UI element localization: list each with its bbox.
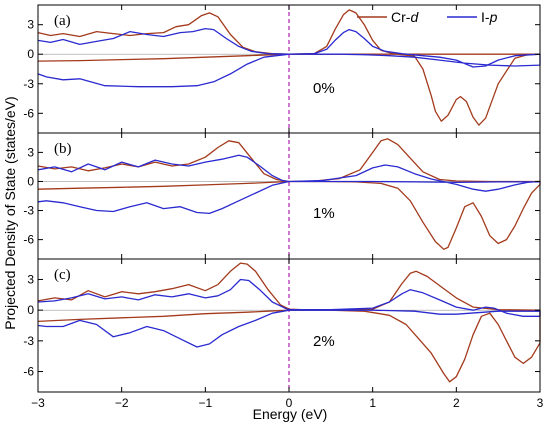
y-tick-label: -3 <box>23 204 34 218</box>
y-tick-label: 0 <box>27 303 34 317</box>
legend-label-cr-d: Cr-d <box>391 9 419 25</box>
y-tick-label: 3 <box>27 18 34 32</box>
y-axis-title: Projected Density of State (states/eV) <box>2 96 18 329</box>
series-line-cr-d <box>37 262 541 383</box>
y-tick-label: -3 <box>23 334 34 348</box>
y-tick-label: -6 <box>23 233 34 247</box>
x-tick-label: −2 <box>115 396 129 410</box>
panels-group: 3 0 -3 -6 (a) 0% 3 0 -3 -6 (b) 1% 3 0 -3 -6 −3 −2 −1 0 1 2 3 (c… <box>23 4 544 410</box>
panel-label: (a) <box>54 13 71 29</box>
strain-label: 1% <box>313 205 335 222</box>
panel-3: 3 0 -3 -6 −3 −2 −1 0 1 2 3 (c) 2% <box>23 258 544 410</box>
panel-1: 3 0 -3 -6 (a) 0% <box>23 4 541 134</box>
x-tick-label: 1 <box>369 396 376 410</box>
series-line-i-p <box>37 27 541 88</box>
x-tick-label: 0 <box>286 396 293 410</box>
strain-label: 2% <box>313 333 335 350</box>
x-axis-title: Energy (eV) <box>253 406 328 422</box>
series-line-i-p <box>37 278 541 348</box>
x-tick-label: 3 <box>537 396 544 410</box>
series-line-i-p <box>37 154 541 215</box>
y-tick-label: -6 <box>23 106 34 120</box>
legend: Cr-d I-p <box>357 9 498 25</box>
y-tick-label: -6 <box>23 365 34 379</box>
x-tick-label: −3 <box>31 396 45 410</box>
y-tick-label: 3 <box>27 145 34 159</box>
y-tick-label: 0 <box>27 47 34 61</box>
y-tick-label: 3 <box>27 272 34 286</box>
x-tick-label: 2 <box>453 396 460 410</box>
x-tick-label: −1 <box>198 396 212 410</box>
legend-label-i-p: I-p <box>481 9 498 25</box>
strain-label: 0% <box>313 80 335 97</box>
panel-label: (c) <box>54 267 71 283</box>
y-tick-label: 0 <box>27 174 34 188</box>
y-tick-label: -3 <box>23 77 34 91</box>
series-line-cr-d <box>37 138 541 250</box>
panel-label: (b) <box>54 141 72 157</box>
panel-2: 3 0 -3 -6 (b) 1% <box>23 132 541 260</box>
